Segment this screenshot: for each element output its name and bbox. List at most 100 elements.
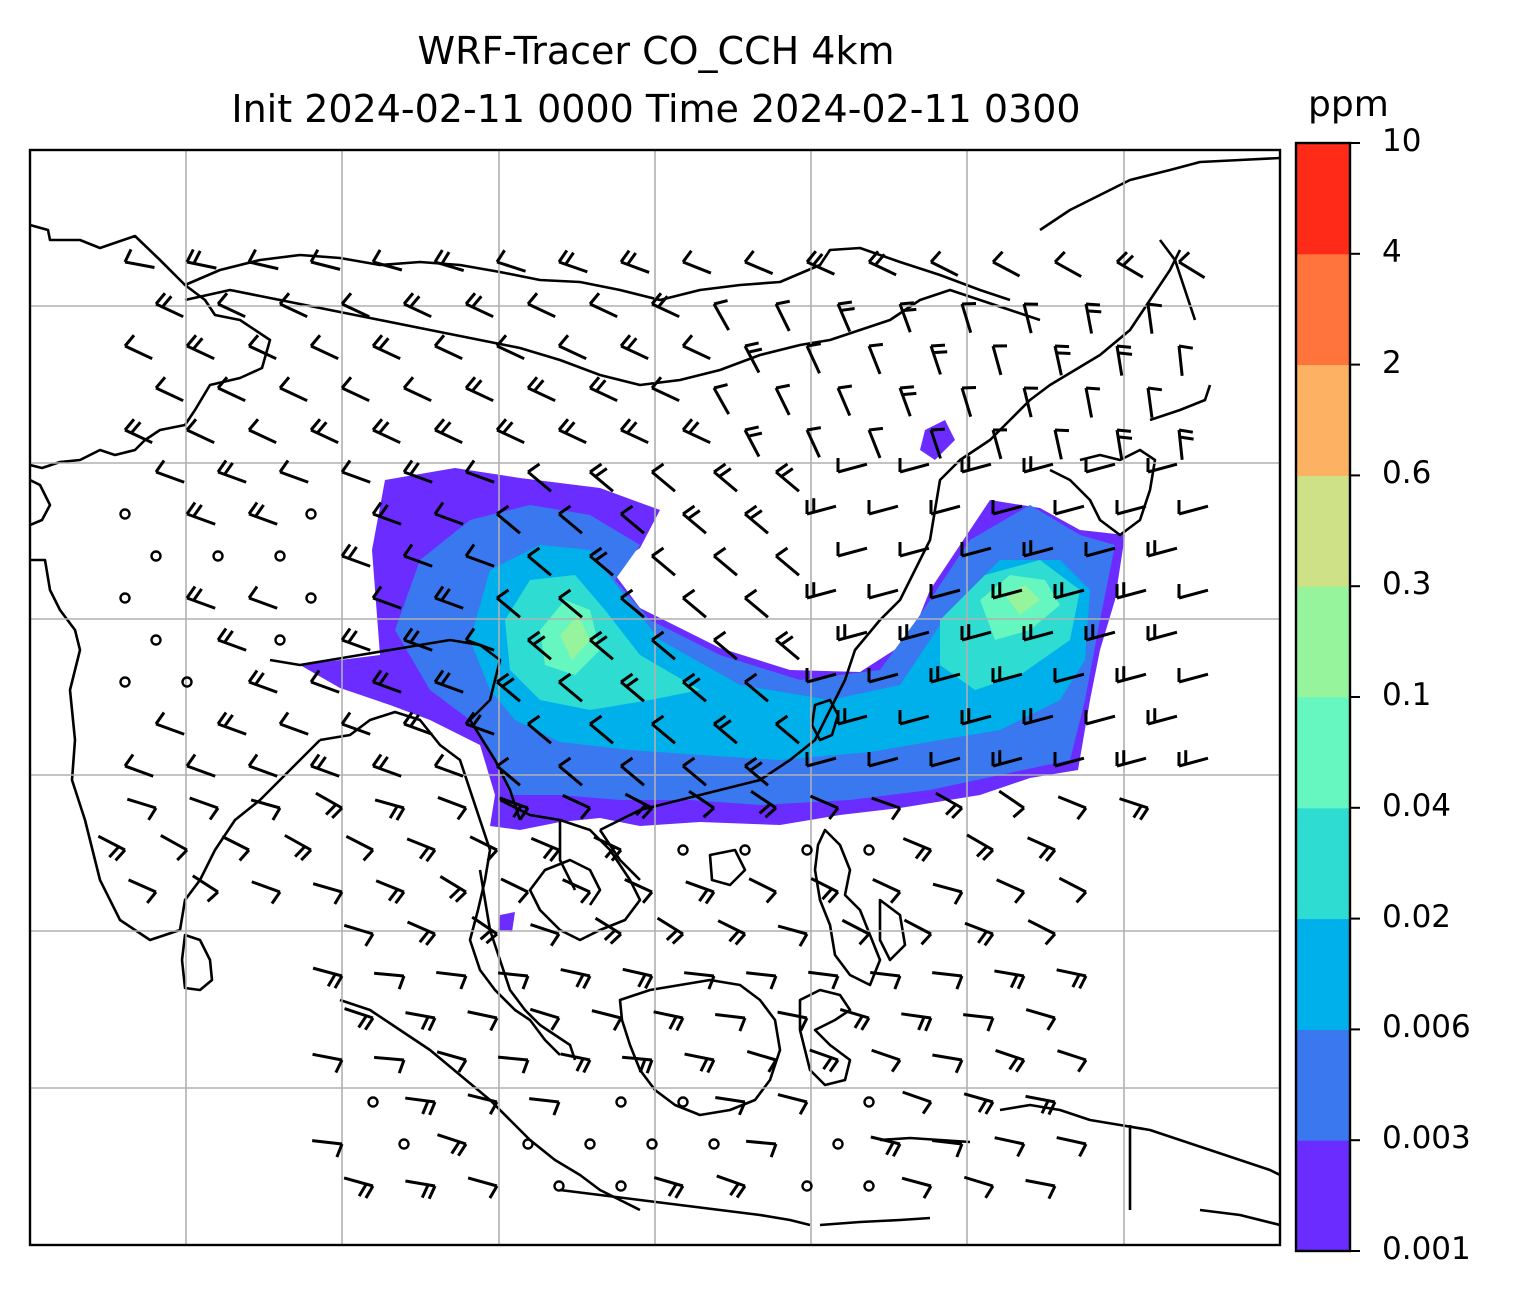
wind-barb bbox=[681, 334, 711, 361]
wind-barb bbox=[340, 459, 371, 484]
wind-barb bbox=[1056, 968, 1088, 990]
wind-barb bbox=[867, 342, 884, 375]
wind-barb bbox=[464, 459, 495, 484]
wind-barb bbox=[185, 585, 216, 610]
wind-barb bbox=[247, 334, 277, 361]
wind-barb bbox=[529, 1007, 561, 1031]
wind-barb bbox=[713, 714, 738, 745]
wind-barb bbox=[867, 250, 897, 277]
wind-barb bbox=[437, 796, 468, 821]
wind-barb bbox=[402, 292, 432, 319]
wind-barb bbox=[1053, 344, 1071, 376]
wind-barb bbox=[998, 789, 1025, 819]
wind-barb bbox=[624, 878, 654, 904]
colorbar-segment bbox=[1296, 807, 1350, 920]
wind-barb bbox=[185, 753, 216, 778]
wind-barb-calm bbox=[739, 844, 751, 856]
wind-barb bbox=[154, 711, 185, 736]
wind-barb bbox=[867, 584, 899, 600]
colorbar-segment bbox=[1296, 475, 1350, 587]
wind-barb bbox=[653, 1176, 685, 1199]
border-china-mongolia bbox=[184, 288, 1041, 387]
wind-barb bbox=[744, 504, 769, 535]
wind-barb bbox=[1115, 500, 1147, 516]
coastline-lesser-sunda bbox=[819, 1136, 971, 1227]
wind-barb bbox=[809, 1048, 840, 1073]
wind-barb bbox=[932, 971, 964, 990]
wind-barb bbox=[123, 753, 154, 778]
coastline-sumatra bbox=[339, 998, 641, 1212]
wind-barb bbox=[496, 588, 521, 619]
wind-barb-calm bbox=[119, 508, 131, 520]
coastline-bay-of-bengal bbox=[319, 710, 561, 1056]
wind-barb bbox=[278, 711, 309, 736]
wind-barb bbox=[684, 971, 716, 990]
wind-barb-calm bbox=[863, 844, 875, 856]
wind-barb bbox=[1146, 386, 1163, 418]
wind-barb bbox=[898, 385, 917, 417]
wind-barb bbox=[619, 418, 649, 445]
wind-barb bbox=[191, 874, 220, 903]
wind-barb-calm bbox=[553, 1180, 565, 1192]
wind-barb bbox=[991, 250, 1021, 278]
wind-barb bbox=[963, 1013, 995, 1032]
wind-barb bbox=[216, 711, 247, 736]
wind-barb bbox=[247, 248, 279, 271]
wind-barb-calm bbox=[801, 844, 813, 856]
wind-barb bbox=[1057, 1049, 1088, 1073]
plume-level-4 bbox=[505, 560, 1080, 710]
wind-barb bbox=[841, 918, 871, 946]
wind-barb bbox=[123, 248, 155, 269]
wind-barb-calm bbox=[677, 1096, 689, 1108]
wind-barb bbox=[123, 418, 153, 445]
colorbar-tick-label: 0.001 bbox=[1382, 1231, 1471, 1267]
wind-barb bbox=[651, 462, 676, 493]
wind-barb bbox=[558, 504, 583, 535]
wind-barb bbox=[437, 1133, 468, 1157]
wind-barb bbox=[340, 711, 371, 736]
wind-barb bbox=[496, 672, 521, 703]
coastline-new-guinea bbox=[999, 1103, 1280, 1227]
wind-barb bbox=[433, 249, 465, 273]
wind-barb bbox=[371, 249, 403, 272]
wind-barb bbox=[526, 292, 556, 319]
wind-barb bbox=[1115, 582, 1147, 600]
wind-barb bbox=[160, 834, 189, 862]
wind-barb bbox=[867, 668, 899, 684]
wind-barb bbox=[340, 543, 371, 568]
coastline-china-east bbox=[599, 249, 1182, 832]
wind-barb bbox=[743, 250, 774, 276]
wind-barb bbox=[991, 666, 1023, 684]
wind-barb bbox=[651, 546, 676, 577]
colorbar-segment bbox=[1296, 253, 1350, 366]
wind-barb bbox=[744, 588, 769, 619]
wind-barb bbox=[527, 630, 552, 661]
wind-barb bbox=[309, 753, 340, 778]
wind-barb bbox=[558, 588, 583, 619]
wind-barb bbox=[562, 794, 592, 820]
wind-barb bbox=[402, 627, 433, 652]
wind-barb-calm bbox=[274, 634, 286, 646]
wind-barb bbox=[343, 923, 375, 947]
wind-barb bbox=[872, 878, 902, 904]
wind-barb bbox=[929, 250, 959, 277]
wind-barb bbox=[775, 462, 800, 493]
wind-barb bbox=[433, 669, 464, 694]
wind-barb bbox=[746, 971, 778, 990]
wind-barb bbox=[994, 969, 1026, 990]
wind-barb bbox=[373, 1055, 406, 1074]
wind-barb bbox=[935, 791, 964, 820]
wind-barb bbox=[777, 1010, 809, 1032]
wind-barb bbox=[1115, 750, 1147, 768]
wind-barb-calm bbox=[305, 508, 317, 520]
wind-barb bbox=[1177, 668, 1209, 684]
wind-barb bbox=[991, 428, 1008, 460]
wind-barb bbox=[464, 627, 495, 652]
wind-barb bbox=[960, 386, 977, 418]
wind-barb bbox=[433, 585, 464, 610]
wind-barb bbox=[871, 1048, 902, 1073]
wind-barb bbox=[464, 543, 495, 568]
wind-barb bbox=[433, 753, 464, 778]
colorbar-tick-label: 2 bbox=[1382, 344, 1402, 381]
